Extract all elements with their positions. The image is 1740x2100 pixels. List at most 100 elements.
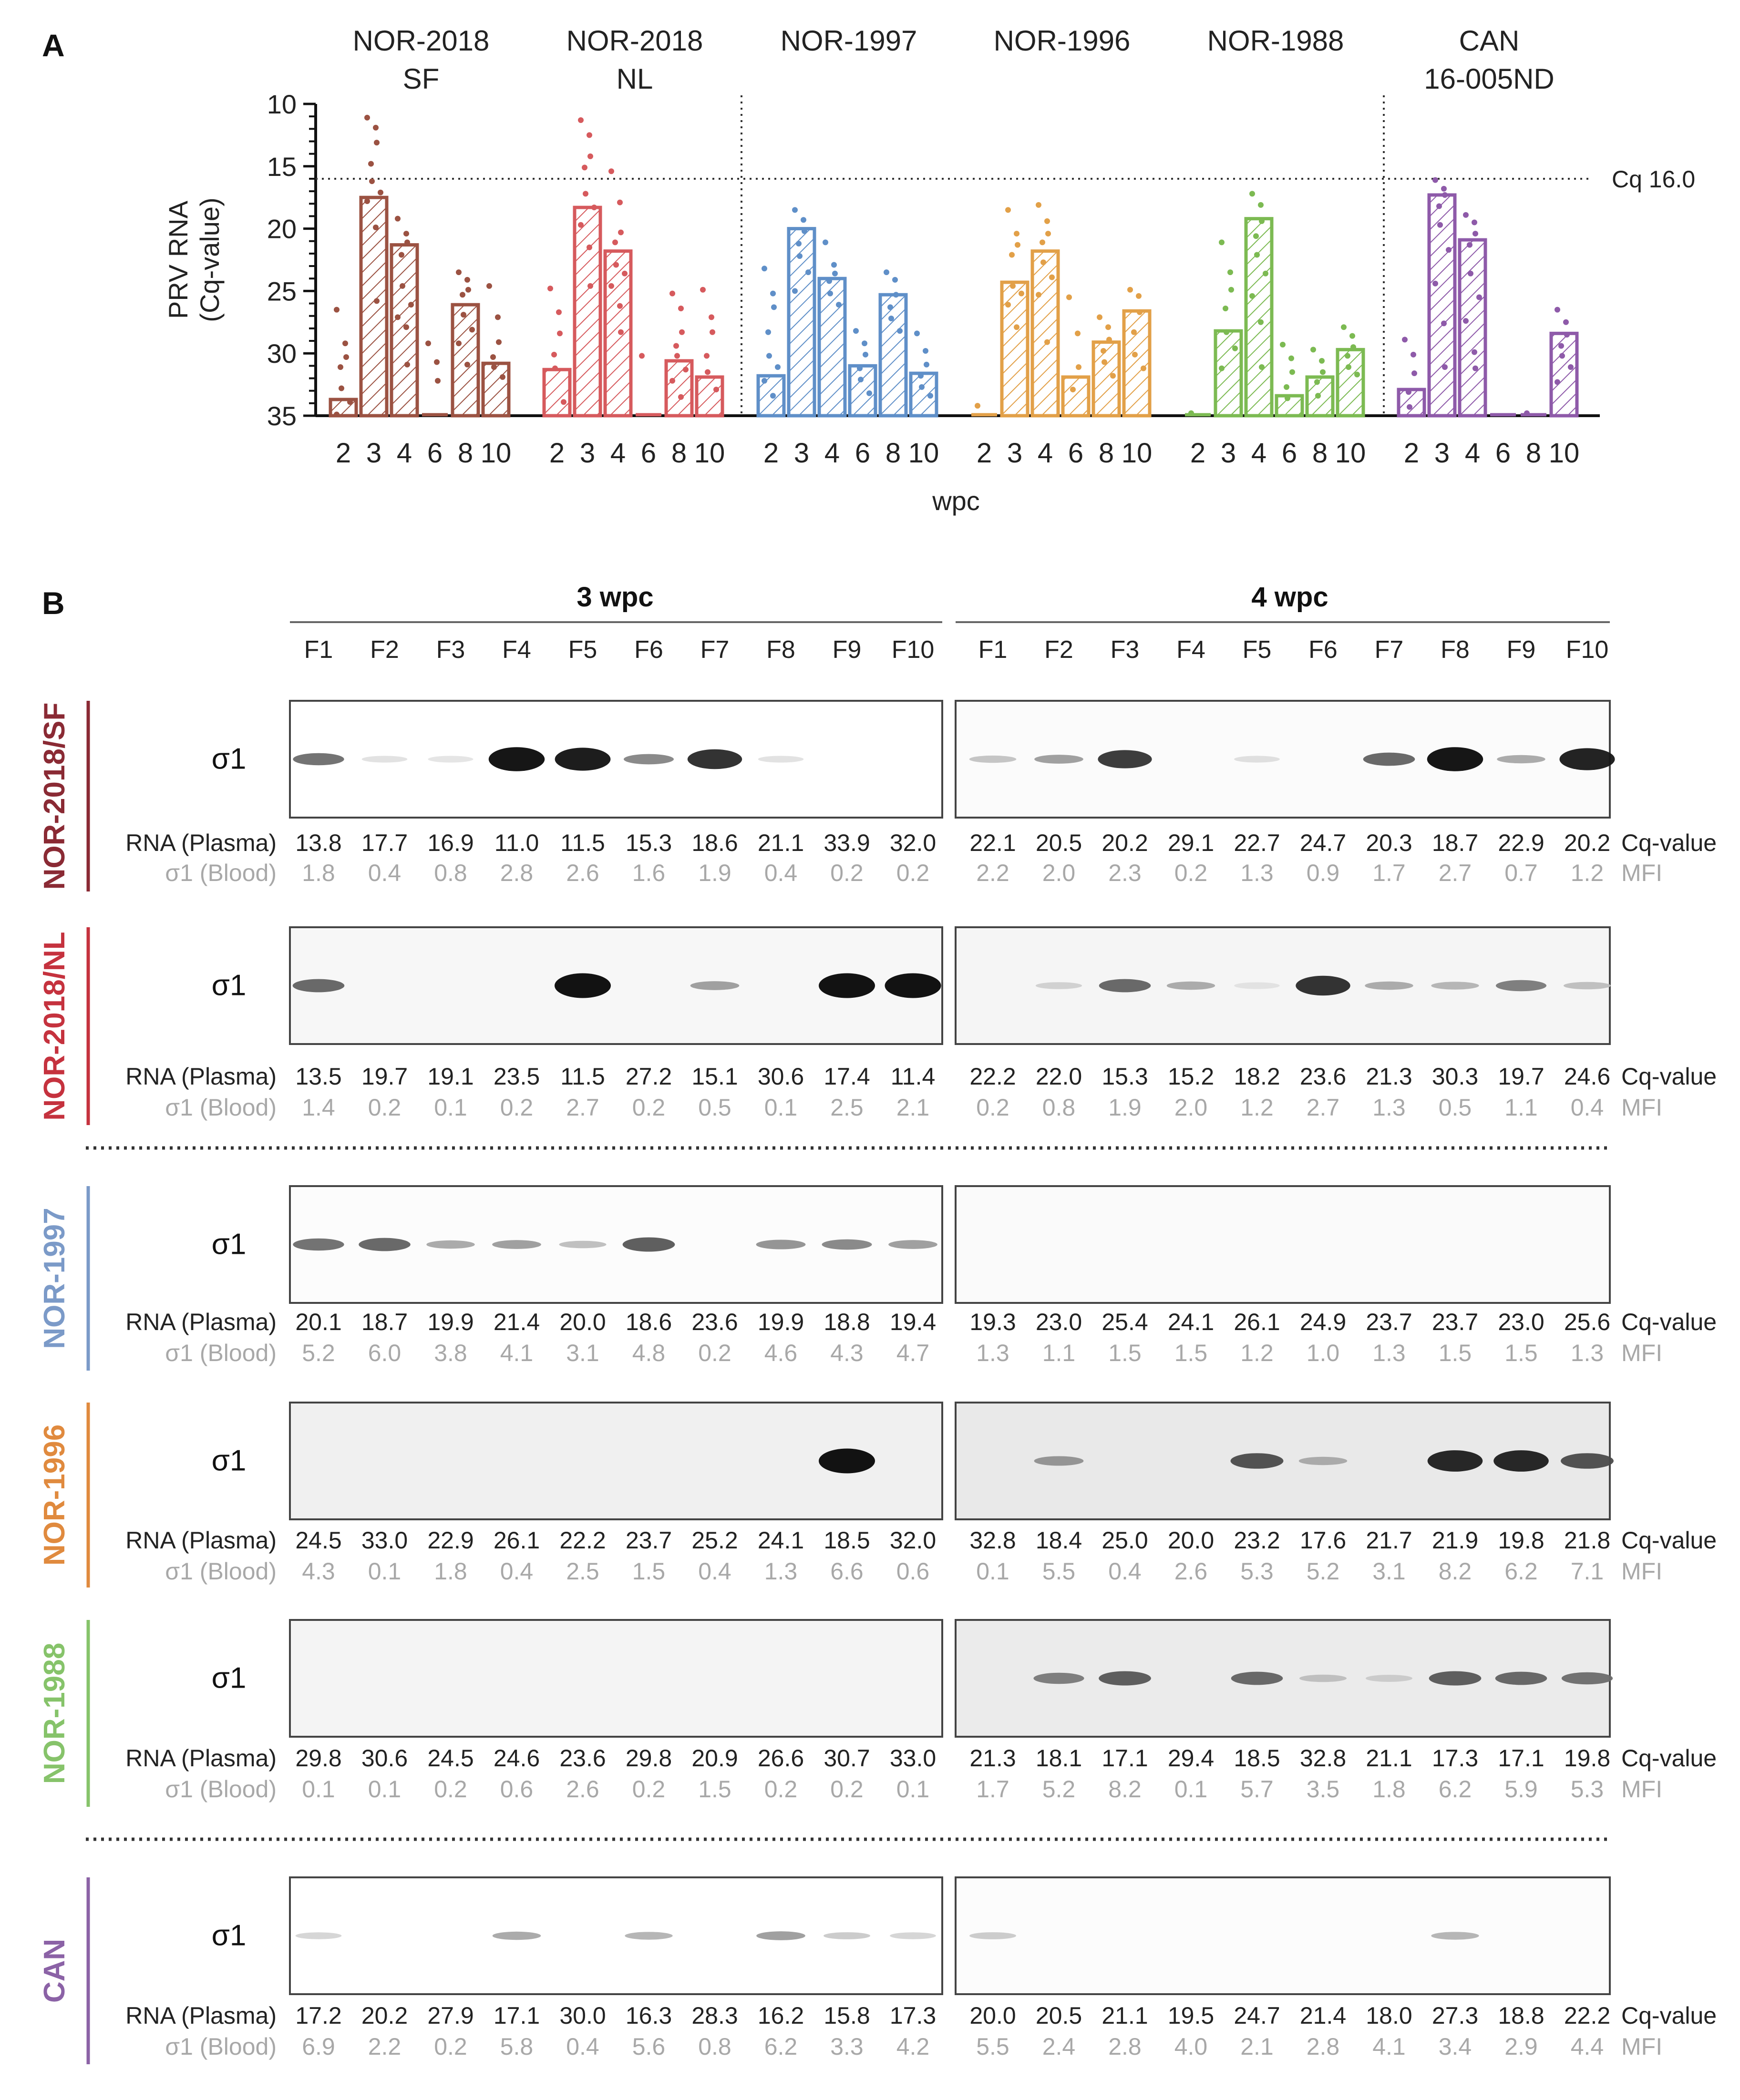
- data-point: [1467, 242, 1472, 248]
- series-title: NOR-1988: [1207, 25, 1344, 57]
- fish-label: F7: [700, 636, 730, 664]
- mfi-value: 5.9: [1504, 1776, 1538, 1803]
- protein-band: [1363, 752, 1415, 766]
- cq-label: Cq-value: [1621, 1745, 1717, 1772]
- protein-band: [1299, 1674, 1347, 1682]
- mfi-value: 0.1: [1174, 1776, 1208, 1803]
- protein-band: [1561, 1672, 1613, 1685]
- rna-value: 15.1: [691, 1063, 738, 1090]
- series-title: NOR-2018: [566, 25, 703, 57]
- rna-value: 19.9: [758, 1309, 804, 1335]
- mfi-value: 0.9: [1307, 860, 1340, 886]
- data-point: [400, 283, 405, 289]
- data-point: [1350, 344, 1356, 350]
- mfi-value: 0.2: [434, 1776, 467, 1803]
- data-point: [1472, 219, 1477, 225]
- bar: [1214, 329, 1243, 418]
- protein-band: [492, 1931, 541, 1940]
- mfi-value: 0.4: [764, 860, 798, 886]
- rna-value: 23.5: [494, 1063, 540, 1090]
- x-tick-label: 3: [580, 438, 595, 469]
- series-title: SF: [403, 63, 440, 95]
- data-point: [1555, 307, 1560, 313]
- protein-band: [822, 1239, 872, 1250]
- data-point: [1076, 364, 1081, 370]
- mfi-value: 2.5: [566, 1558, 599, 1585]
- data-point: [403, 324, 409, 330]
- data-point: [1044, 339, 1050, 345]
- data-point: [893, 292, 899, 298]
- mfi-value: 0.2: [500, 1094, 534, 1121]
- mfi-value: 1.2: [1240, 1094, 1274, 1121]
- rna-value: 17.1: [1102, 1745, 1148, 1772]
- data-point: [1259, 364, 1265, 370]
- x-tick-label: 3: [1434, 438, 1450, 469]
- x-tick-label: 8: [458, 438, 473, 469]
- mfi-value: 3.3: [830, 2033, 864, 2060]
- data-point: [425, 340, 431, 347]
- data-point: [557, 330, 563, 337]
- rna-value: 19.8: [1498, 1527, 1544, 1554]
- protein-band: [428, 756, 474, 763]
- rna-value: 23.7: [626, 1527, 672, 1554]
- data-point: [1188, 410, 1194, 416]
- data-point: [1472, 365, 1478, 371]
- bar: [1000, 280, 1030, 418]
- data-point: [556, 309, 562, 315]
- cq-label: Cq-value: [1621, 2002, 1717, 2029]
- mfi-value: 0.8: [698, 2033, 731, 2060]
- protein-band: [819, 973, 875, 998]
- data-point: [1045, 231, 1051, 237]
- rna-value: 19.9: [427, 1309, 474, 1335]
- data-point: [927, 393, 933, 399]
- rna-value: 20.2: [361, 2002, 408, 2029]
- x-tick-label: 10: [694, 438, 725, 469]
- data-point: [858, 377, 864, 383]
- data-point: [1463, 318, 1469, 324]
- data-point: [1249, 191, 1255, 197]
- protein-band: [1497, 755, 1545, 764]
- rna-value: 11.0: [494, 830, 539, 856]
- rna-value: 20.5: [1036, 2002, 1082, 2029]
- rna-value: 17.1: [494, 2002, 540, 2029]
- mfi-value: 4.7: [896, 1340, 930, 1366]
- data-point: [587, 244, 592, 250]
- rna-value: 17.7: [361, 830, 408, 856]
- protein-band: [1099, 979, 1151, 993]
- data-point: [802, 228, 807, 234]
- rna-row-label: RNA (Plasma): [125, 830, 277, 856]
- bar: [481, 361, 511, 418]
- data-point: [578, 222, 584, 228]
- data-point: [639, 353, 645, 359]
- mfi-value: 2.8: [1307, 2033, 1340, 2060]
- data-point: [836, 302, 842, 308]
- mfi-value: 8.2: [1108, 1776, 1142, 1803]
- protein-band: [890, 1932, 936, 1939]
- rna-value: 25.6: [1564, 1309, 1610, 1335]
- data-point: [765, 329, 771, 335]
- rna-value: 21.3: [1366, 1063, 1412, 1090]
- data-point: [1249, 293, 1255, 299]
- data-point: [374, 140, 380, 146]
- fish-label: F9: [833, 636, 862, 664]
- rna-value: 18.4: [1036, 1527, 1082, 1554]
- mfi-value: 1.0: [1307, 1340, 1340, 1366]
- data-point: [1136, 293, 1142, 299]
- mfi-value: 1.8: [1372, 1776, 1406, 1803]
- data-point: [713, 387, 719, 393]
- mfi-value: 3.1: [566, 1340, 599, 1366]
- data-point: [888, 315, 894, 321]
- data-point: [919, 384, 925, 390]
- mfi-value: 4.1: [1372, 2033, 1406, 2060]
- mfi-value: 2.3: [1108, 860, 1142, 886]
- x-tick-label: 4: [1251, 438, 1266, 469]
- data-point: [1036, 292, 1041, 298]
- mfi-row-label: σ1 (Blood): [165, 1558, 277, 1585]
- mfi-value: 1.4: [302, 1094, 335, 1121]
- data-point: [862, 340, 867, 347]
- data-point: [1411, 351, 1416, 358]
- data-point: [404, 239, 410, 246]
- rna-value: 20.2: [1564, 830, 1610, 856]
- data-point: [612, 239, 618, 246]
